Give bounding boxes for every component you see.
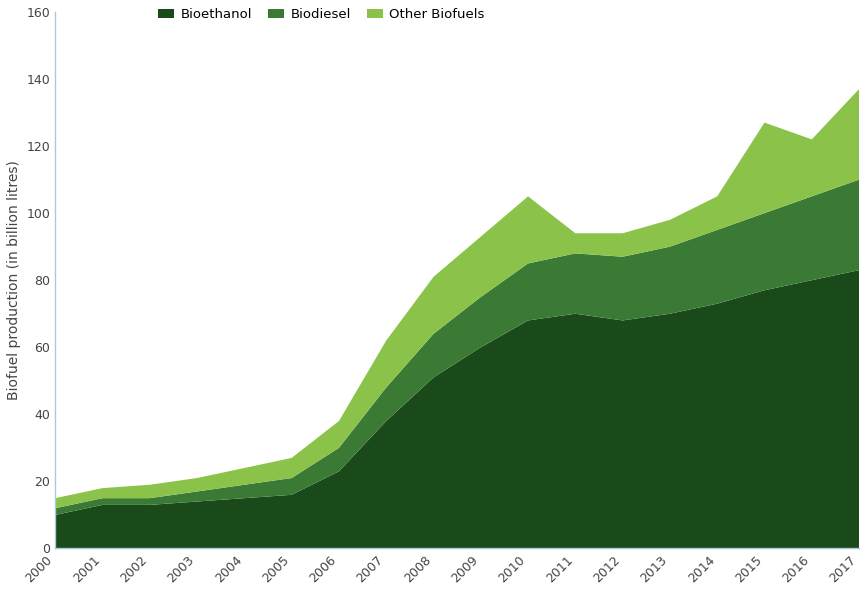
Legend: Bioethanol, Biodiesel, Other Biofuels: Bioethanol, Biodiesel, Other Biofuels [158,8,484,21]
Y-axis label: Biofuel production (in billion litres): Biofuel production (in billion litres) [7,160,21,400]
